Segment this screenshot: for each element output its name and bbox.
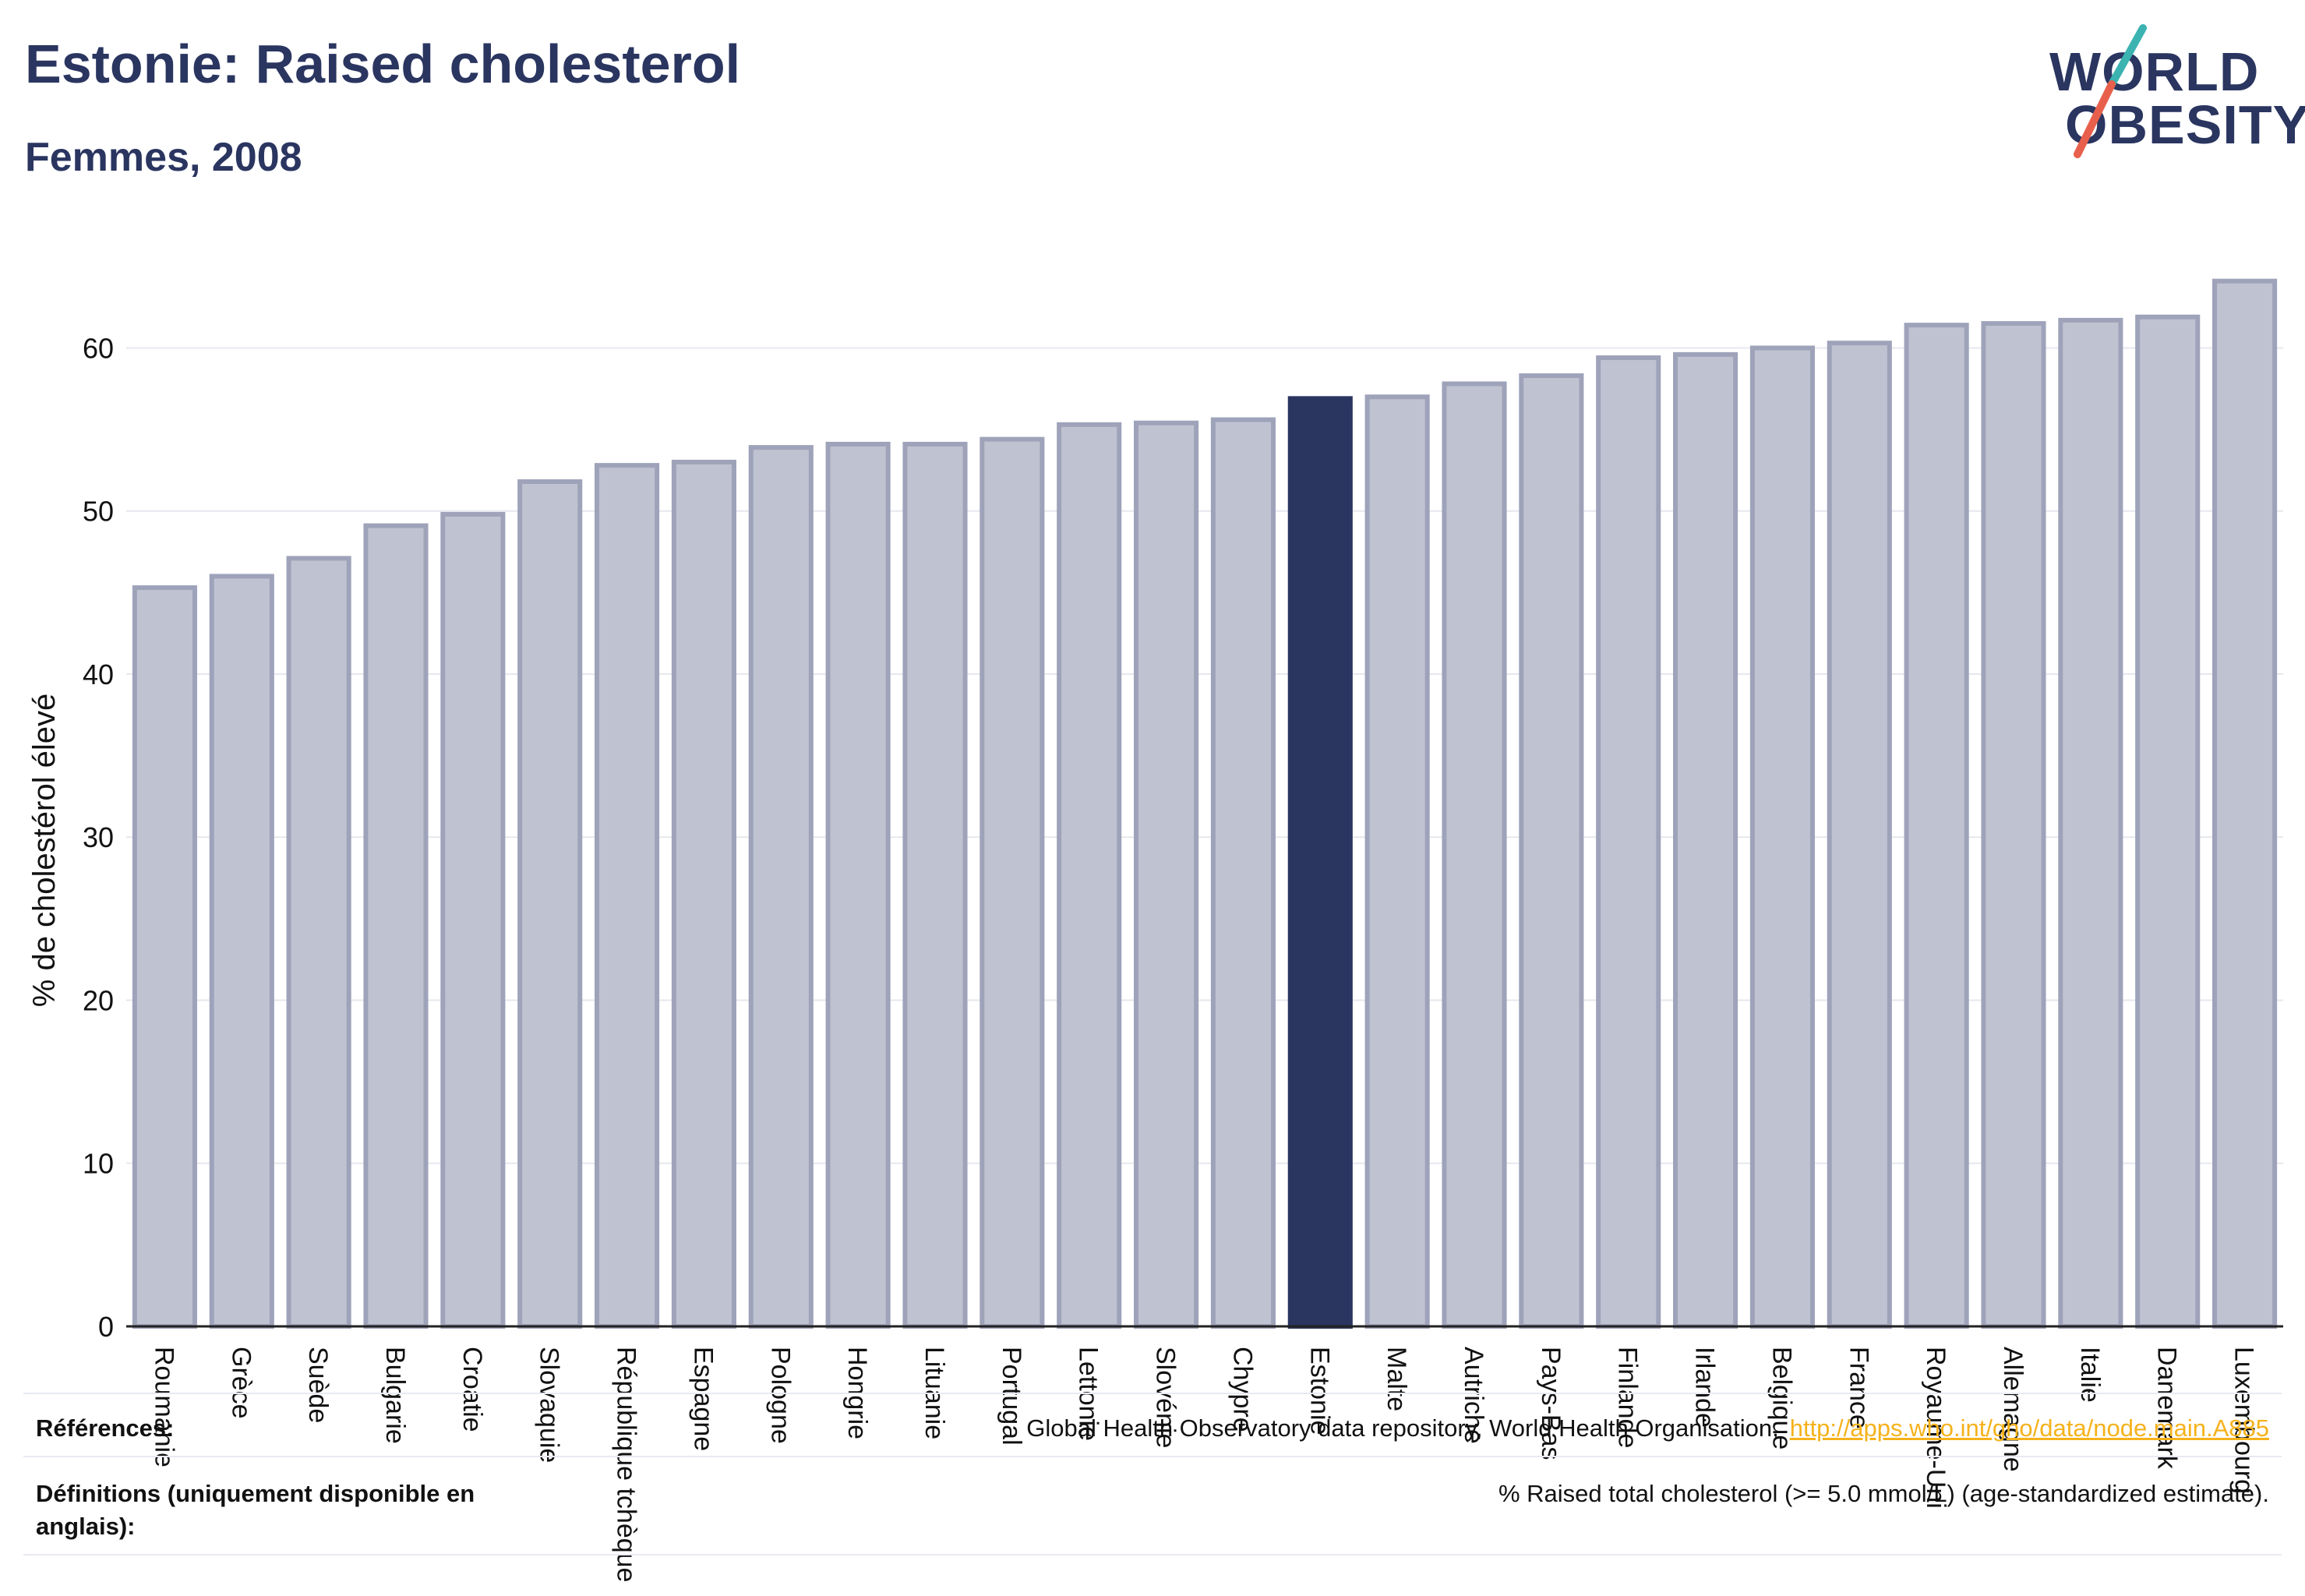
bar-hongrie: [825, 441, 891, 1329]
x-tick-label: Estonie: [1304, 1347, 1334, 1435]
x-tick-label: Suède: [303, 1347, 333, 1423]
bar-royaume-uni: [1904, 323, 1969, 1329]
bar-autriche: [1442, 381, 1507, 1329]
x-tick-label: Autriche: [1459, 1347, 1488, 1444]
chart-title: Estonie: Raised cholesterol: [25, 34, 741, 94]
x-tick-label: Grèce: [226, 1347, 256, 1419]
bar-pays-bas: [1519, 373, 1584, 1329]
x-tick-label: Pologne: [765, 1347, 795, 1444]
x-tick-label: Allemagne: [1998, 1347, 2028, 1472]
x-tick-label: Finlande: [1613, 1347, 1643, 1448]
references-label: Références:: [36, 1414, 175, 1442]
bar-slovaquie: [517, 479, 583, 1329]
x-tick-label: Danemark: [2152, 1347, 2182, 1470]
footer-divider-bottom: [23, 1554, 2282, 1555]
bar-roumanie: [132, 585, 197, 1329]
x-tick-label: Espagne: [688, 1347, 718, 1451]
bar-slov-nie: [1134, 420, 1199, 1329]
references-value: Global Health Observatory data repositor…: [1026, 1412, 2269, 1445]
logo-slash-icon: [2074, 24, 2147, 158]
x-tick-label: Royaume-Uni: [1921, 1347, 1950, 1509]
x-tick-label: Slovénie: [1151, 1347, 1181, 1448]
bar-pologne: [748, 445, 814, 1329]
references-link[interactable]: http://apps.who.int/gho/data/node.main.A…: [1789, 1414, 2269, 1442]
logo-line-1: WORLD: [2049, 41, 2260, 102]
bar-gr-ce: [209, 574, 274, 1329]
x-tick-label: Slovaquie: [535, 1347, 564, 1463]
x-axis-ticks: Roumanie Grèce Suède Bulgarie Croatie Slovaqu…: [149, 1347, 2258, 1582]
bar-chypre: [1210, 417, 1276, 1329]
x-tick-label: République tchèque: [612, 1347, 641, 1582]
y-tick-label: 60: [83, 332, 114, 364]
y-tick-label: 40: [83, 659, 114, 690]
bars: [132, 278, 2278, 1329]
bar-finlande: [1596, 355, 1661, 1329]
x-tick-label: Italie: [2075, 1347, 2105, 1403]
bar-france: [1827, 341, 1892, 1329]
definitions-label: Définitions (uniquement disponible en an…: [36, 1480, 475, 1540]
footer-divider-middle: [23, 1456, 2282, 1457]
world-obesity-logo: WORLD OBESITY: [2026, 23, 2305, 164]
x-tick-label: Malte: [1382, 1347, 1411, 1411]
x-tick-label: Irlande: [1690, 1347, 1720, 1428]
bar-danemark: [2135, 314, 2201, 1329]
x-tick-label: Roumanie: [149, 1347, 178, 1467]
x-tick-label: Luxembourg: [2229, 1347, 2259, 1494]
x-tick-label: France: [1844, 1347, 1873, 1429]
bar-lettonie: [1057, 422, 1122, 1329]
bar-espagne: [671, 459, 736, 1329]
y-tick-label: 10: [83, 1148, 114, 1180]
bar-r-publique-tch-que: [595, 463, 660, 1329]
bar-malte: [1364, 394, 1430, 1329]
bar-su-de: [286, 556, 351, 1329]
bar-lituanie: [902, 441, 968, 1329]
x-tick-label: Belgique: [1767, 1347, 1796, 1449]
y-tick-label: 50: [83, 496, 114, 528]
y-tick-label: 0: [98, 1311, 114, 1343]
bar-belgique: [1749, 345, 1815, 1329]
references-text: Global Health Observatory data repositor…: [1026, 1414, 1779, 1442]
y-tick-label: 30: [83, 821, 114, 853]
bar-croatie: [440, 511, 506, 1329]
bar-bulgarie: [363, 523, 429, 1329]
x-tick-label: Chypre: [1227, 1347, 1257, 1432]
chart-subtitle: Femmes, 2008: [25, 135, 302, 180]
x-tick-label: Croatie: [457, 1347, 487, 1432]
bar-portugal: [980, 436, 1045, 1329]
footer-divider-top: [23, 1393, 2282, 1394]
bar-allemagne: [1981, 321, 2046, 1329]
bar-estonie: [1287, 396, 1353, 1329]
x-tick-label: Bulgarie: [380, 1347, 410, 1444]
bar-luxembourg: [2212, 278, 2278, 1329]
y-axis-ticks: 0 10 20 30 40 50 60: [83, 332, 114, 1343]
x-tick-label: Pays-Bas: [1536, 1347, 1565, 1460]
x-tick-label: Portugal: [997, 1347, 1026, 1446]
bar-irlande: [1673, 351, 1738, 1329]
y-tick-label: 20: [83, 984, 114, 1016]
definitions-text: % Raised total cholesterol (>= 5.0 mmol/…: [1498, 1480, 2269, 1507]
bar-italie: [2058, 317, 2123, 1329]
y-axis-label: % de cholestérol élevé: [27, 694, 62, 1007]
